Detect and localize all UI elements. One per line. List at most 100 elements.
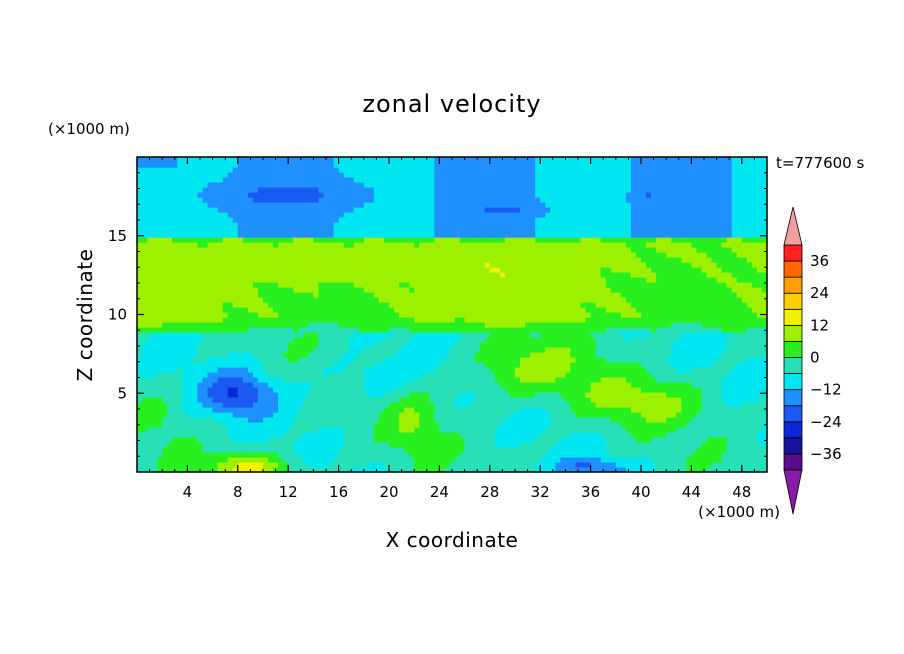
field-cell xyxy=(237,212,244,218)
field-cell xyxy=(499,332,506,338)
field-cell xyxy=(520,292,526,298)
field-cell xyxy=(348,377,355,383)
field-cell xyxy=(434,427,440,433)
field-cell xyxy=(394,367,400,373)
field-cell xyxy=(252,282,259,288)
field-cell xyxy=(157,432,163,438)
field-cell xyxy=(504,247,511,253)
field-cell xyxy=(394,412,400,418)
field-cell xyxy=(530,452,536,458)
field-cell xyxy=(257,367,264,373)
field-cell xyxy=(192,417,199,423)
field-cell xyxy=(237,387,244,393)
field-cell xyxy=(172,202,178,208)
field-cell xyxy=(268,207,274,213)
field-cell xyxy=(192,357,199,363)
field-cell xyxy=(288,247,294,253)
field-cell xyxy=(147,457,153,463)
field-cell xyxy=(232,452,239,458)
field-cell xyxy=(484,377,491,383)
field-cell xyxy=(353,282,360,288)
field-cell xyxy=(313,262,320,268)
field-cell xyxy=(247,197,254,203)
field-cell xyxy=(303,237,309,243)
field-cell xyxy=(197,222,204,228)
field-cell xyxy=(434,247,440,253)
field-cell xyxy=(343,407,350,413)
field-cell xyxy=(343,412,350,418)
field-cell xyxy=(157,417,163,423)
field-cell xyxy=(323,182,330,188)
field-cell xyxy=(298,162,304,168)
field-cell xyxy=(348,397,355,403)
field-cell xyxy=(535,437,541,443)
field-cell xyxy=(162,442,168,448)
field-cell xyxy=(439,232,446,238)
field-cell xyxy=(414,407,420,413)
field-cell xyxy=(333,177,340,183)
field-cell xyxy=(368,272,375,278)
field-cell xyxy=(530,352,536,358)
field-cell xyxy=(147,422,153,428)
field-cell xyxy=(162,292,168,298)
field-cell xyxy=(494,217,501,223)
field-cell xyxy=(162,382,168,388)
field-cell xyxy=(469,277,476,283)
field-cell xyxy=(313,217,320,223)
field-cell xyxy=(222,312,229,318)
field-cell xyxy=(263,172,269,178)
field-cell xyxy=(333,437,340,443)
field-cell xyxy=(424,272,430,278)
field-cell xyxy=(353,412,360,418)
field-cell xyxy=(389,402,395,408)
field-cell xyxy=(137,467,143,472)
field-cell xyxy=(217,322,224,328)
field-cell xyxy=(383,457,390,463)
field-cell xyxy=(444,167,451,173)
field-cell xyxy=(162,302,168,308)
field-cell xyxy=(273,247,279,253)
field-cell xyxy=(489,227,496,233)
field-cell xyxy=(268,402,274,408)
field-cell xyxy=(162,222,168,228)
field-cell xyxy=(363,342,370,348)
field-cell xyxy=(383,252,390,258)
field-cell xyxy=(449,387,456,393)
field-cell xyxy=(409,227,415,233)
field-cell xyxy=(263,462,269,468)
field-cell xyxy=(278,157,284,163)
field-cell xyxy=(263,267,269,273)
field-cell xyxy=(283,367,289,373)
field-cell xyxy=(454,227,461,233)
field-cell xyxy=(424,402,430,408)
field-cell xyxy=(353,457,360,463)
field-cell xyxy=(177,302,183,308)
field-cell xyxy=(429,362,435,368)
field-cell xyxy=(252,367,259,373)
field-cell xyxy=(177,232,183,238)
field-cell xyxy=(409,177,415,183)
field-cell xyxy=(182,362,188,368)
field-cell xyxy=(383,462,390,468)
field-cell xyxy=(404,382,410,388)
field-cell xyxy=(474,462,481,468)
field-cell xyxy=(172,167,178,173)
field-cell xyxy=(439,287,446,293)
field-cell xyxy=(278,322,284,328)
field-cell xyxy=(434,332,440,338)
field-cell xyxy=(409,392,415,398)
field-cell xyxy=(449,272,456,278)
field-cell xyxy=(494,357,501,363)
field-cell xyxy=(499,422,506,428)
field-cell xyxy=(207,302,214,308)
field-cell xyxy=(504,457,511,463)
field-cell xyxy=(263,402,269,408)
field-cell xyxy=(293,422,299,428)
field-cell xyxy=(177,397,183,403)
field-cell xyxy=(293,392,299,398)
field-cell xyxy=(212,312,219,318)
field-cell xyxy=(142,262,148,268)
field-cell xyxy=(162,237,168,243)
field-cell xyxy=(378,192,385,198)
field-cell xyxy=(137,417,143,423)
